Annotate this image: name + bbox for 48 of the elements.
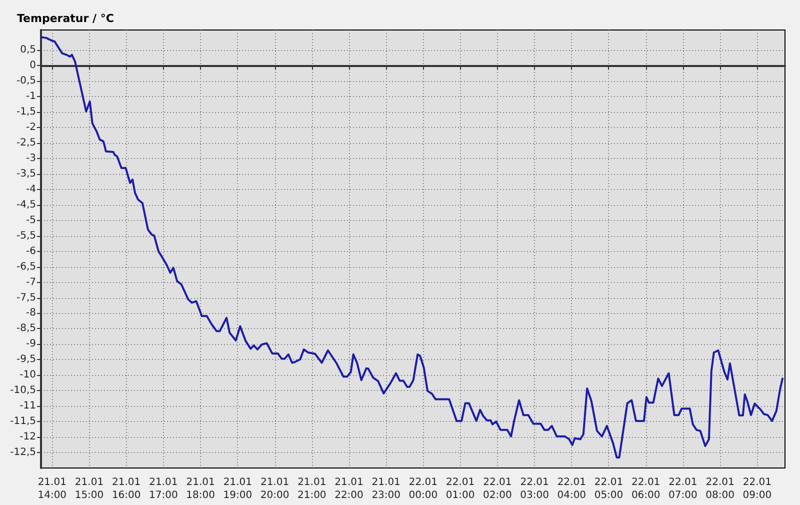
y-tick-label: -1: [26, 91, 36, 102]
x-tick-label: 22.01 07:00: [668, 477, 698, 501]
x-tick-label: 21.01 14:00: [38, 477, 67, 501]
y-tick-label: -10: [20, 370, 36, 381]
x-tick-label: 21.01 18:00: [186, 477, 215, 501]
y-tick-label: -8: [26, 308, 36, 319]
x-tick-label: 22.01 09:00: [742, 477, 772, 501]
y-tick-label: -3: [26, 152, 36, 164]
y-tick-label: -4,5: [16, 199, 36, 210]
x-tick-label: 21.01 22:00: [334, 477, 364, 501]
y-tick-label: -11: [20, 400, 36, 412]
y-tick-label: -12: [20, 432, 36, 443]
y-tick-label: -5,5: [16, 230, 36, 242]
y-tick-label: -8,5: [16, 323, 36, 334]
y-tick-label: -5: [26, 214, 36, 226]
y-tick-label: -6,5: [16, 261, 36, 272]
x-tick-label: 21.01 20:00: [260, 477, 290, 501]
y-tick-label: -9: [26, 338, 36, 350]
y-tick-label: -3,5: [16, 168, 36, 180]
x-tick-label: 22.01 05:00: [594, 477, 624, 501]
x-tick-label: 22.01 02:00: [483, 477, 512, 501]
y-tick-label: -2,5: [16, 137, 36, 148]
x-tick-label: 22.01 06:00: [631, 477, 660, 501]
y-tick-label: -2: [26, 122, 36, 134]
x-tick-label: 21.01 17:00: [149, 477, 178, 501]
y-tick-label: -11,5: [10, 416, 36, 428]
x-tick-label: 22.01 08:00: [706, 477, 734, 501]
y-tick-label: -1,5: [16, 106, 36, 118]
x-tick-label: 21.01 21:00: [297, 477, 326, 501]
x-tick-label: 22.01 03:00: [520, 477, 549, 501]
y-tick-label: -7,5: [16, 292, 36, 304]
y-tick-label: -9,5: [16, 354, 36, 366]
y-tick-label: -6: [26, 246, 36, 257]
y-tick-label: 0,5: [20, 44, 36, 56]
y-tick-label: -0,5: [16, 76, 36, 87]
y-tick-label: -10,5: [10, 385, 36, 396]
x-tick-label: 22.01 04:00: [557, 477, 586, 501]
y-tick-label: 0: [30, 60, 36, 72]
y-tick-label: -7: [26, 276, 36, 288]
x-tick-label: 21.01 15:00: [74, 477, 104, 501]
x-tick-label: 21.01 19:00: [223, 477, 252, 501]
x-tick-label: 22.01 01:00: [446, 477, 475, 501]
y-axis-title: Temperatur / °C: [17, 12, 114, 25]
x-tick-label: 21.01 16:00: [112, 477, 141, 501]
y-tick-label: -12,5: [10, 447, 36, 458]
y-tick-label: -4: [26, 184, 36, 195]
x-tick-label: 21.01 23:00: [372, 477, 401, 501]
x-tick-label: 22.01 00:00: [408, 477, 438, 501]
